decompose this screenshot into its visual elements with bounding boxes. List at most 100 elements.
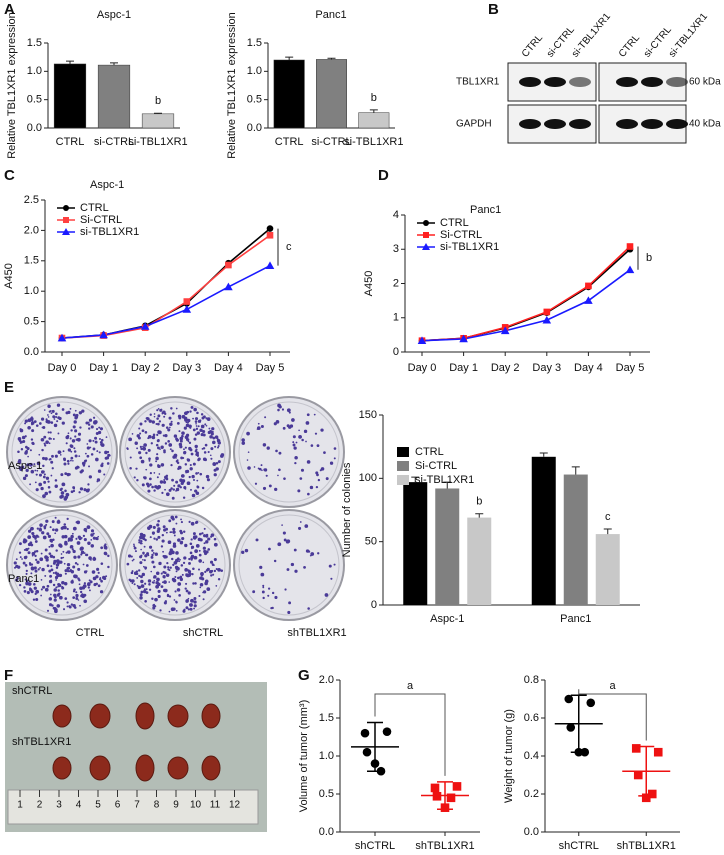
colony [53, 607, 57, 611]
colony [72, 439, 75, 442]
colony [73, 555, 77, 559]
x-tick-label: Day 5 [616, 362, 645, 374]
colony [178, 560, 181, 563]
colony [45, 419, 49, 424]
y-tick-label: 0 [393, 346, 399, 358]
colony [57, 432, 60, 435]
colony [41, 531, 45, 535]
x-tick-label: Day 5 [256, 362, 285, 374]
colony [70, 444, 74, 449]
y-tick-label: 0.5 [247, 94, 262, 106]
y-tick-label: 0.5 [319, 788, 334, 800]
colony [45, 440, 49, 444]
colony [44, 555, 48, 559]
blot-row-label: GAPDH [456, 119, 492, 130]
colony [149, 536, 152, 539]
colony [153, 579, 156, 582]
colony [256, 428, 259, 430]
ruler-number: 7 [134, 800, 140, 811]
blot-band [666, 77, 688, 87]
colony [176, 421, 180, 425]
colony [262, 584, 265, 587]
y-tick-label: 0.0 [247, 122, 262, 134]
blot-band [616, 77, 638, 87]
colony [52, 415, 56, 419]
colony [52, 438, 55, 440]
colony [35, 473, 38, 476]
colony [192, 428, 196, 432]
colony [169, 548, 173, 552]
colony [213, 537, 217, 541]
colony [261, 469, 263, 472]
colony [26, 463, 30, 467]
colony [34, 554, 37, 558]
colony [41, 456, 46, 460]
colony [180, 518, 182, 521]
colony [38, 453, 41, 456]
colony [72, 565, 76, 569]
marker [641, 793, 651, 803]
colony [209, 454, 212, 457]
colony [78, 491, 81, 494]
colony [45, 418, 48, 421]
colony [66, 567, 70, 570]
marker [653, 747, 663, 757]
colony [265, 474, 268, 477]
colony [64, 572, 67, 575]
colony [36, 527, 39, 530]
colony [195, 423, 197, 425]
colony [189, 551, 193, 555]
colony [217, 578, 221, 581]
colony [189, 427, 192, 429]
colony [157, 408, 160, 410]
colony [64, 597, 68, 600]
marker [585, 282, 592, 290]
colony [278, 451, 282, 455]
colony [133, 583, 136, 586]
colony [317, 478, 321, 482]
colony [138, 541, 141, 544]
colony [139, 535, 143, 540]
colony [148, 457, 151, 461]
colony [68, 473, 71, 476]
colony [131, 433, 134, 435]
colony [306, 460, 311, 464]
colony [167, 428, 171, 432]
colony [45, 523, 48, 526]
colony [204, 570, 207, 573]
y-tick-label: 1.0 [319, 750, 334, 762]
colony [215, 461, 219, 465]
colony [185, 574, 188, 577]
colony [189, 603, 192, 606]
x-tick-label: CTRL [275, 136, 304, 148]
colony [143, 588, 146, 591]
x-tick-label: shCTRL [355, 840, 395, 852]
dish [233, 396, 345, 508]
colony [159, 609, 162, 612]
colony [60, 553, 63, 555]
colony [167, 440, 170, 443]
tumor-row-label: shCTRL [12, 685, 52, 697]
colony [56, 593, 60, 597]
y-tick-label: 3 [393, 243, 399, 255]
colony [148, 588, 152, 591]
colony [207, 548, 211, 551]
colony [55, 579, 58, 581]
colony [217, 460, 221, 464]
x-tick-label: CTRL [56, 136, 85, 148]
colony [163, 450, 166, 454]
colony [86, 454, 90, 458]
colony [69, 407, 72, 410]
colony [170, 557, 174, 561]
colony [100, 443, 105, 447]
colony [187, 569, 192, 574]
colony [288, 601, 292, 605]
colony [49, 554, 54, 558]
x-tick-label: Day 3 [172, 362, 201, 374]
colony [187, 440, 190, 443]
colony [179, 486, 182, 489]
dish-rim [238, 401, 340, 503]
colony [80, 550, 85, 555]
marker [543, 308, 551, 316]
colony [52, 572, 55, 574]
